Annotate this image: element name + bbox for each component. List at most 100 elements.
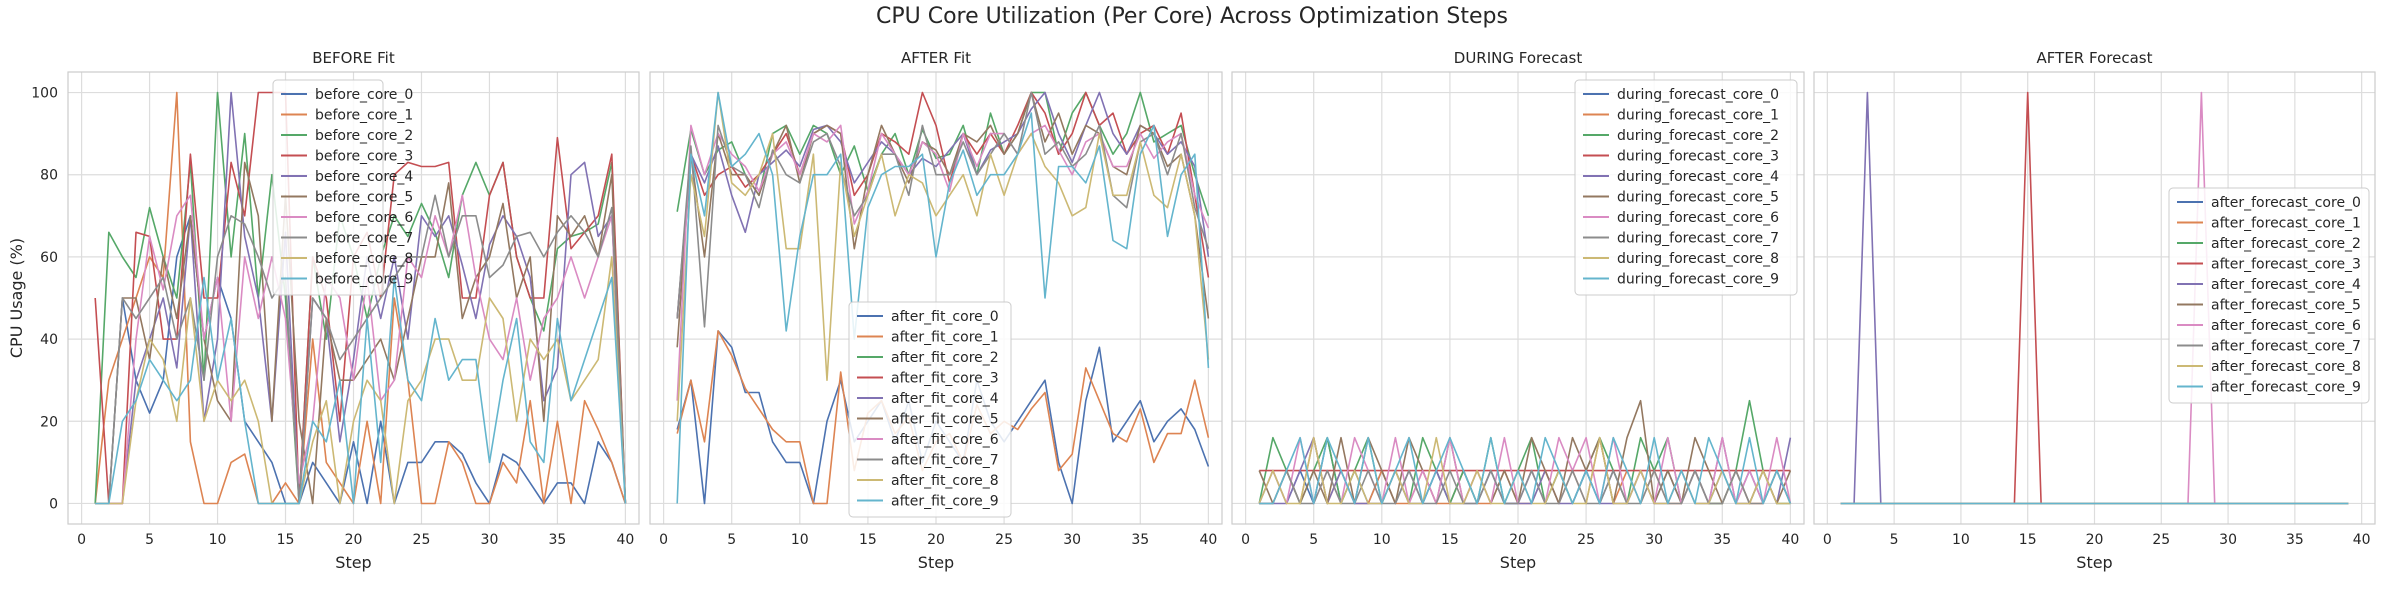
legend-entry: before_core_1 [315,108,413,124]
x-tick-label: 5 [145,532,154,548]
legend-entry: after_fit_core_2 [891,350,999,366]
y-tick-label: 20 [40,414,58,430]
legend: after_fit_core_0 after_fit_core_1 after_fi… [848,301,1012,518]
x-tick-label: 20 [2086,532,2104,548]
legend-entry: during_forecast_core_4 [1617,169,1779,185]
legend-entry: after_fit_core_9 [891,494,999,510]
legend-entry: after_fit_core_0 [891,309,999,325]
x-tick-label: 25 [995,532,1013,548]
legend-entry: after_forecast_core_0 [2211,195,2361,211]
legend-entry: before_core_2 [315,128,413,144]
legend-entry: during_forecast_core_9 [1617,272,1779,288]
x-tick-label: 5 [1890,532,1899,548]
legend-entry: during_forecast_core_5 [1617,190,1779,206]
legend-entry: after_forecast_core_2 [2211,236,2361,252]
x-tick-label: 35 [549,532,567,548]
x-tick-label: 15 [1441,532,1459,548]
legend-entry: after_fit_core_3 [891,371,999,387]
subplot-3: 0 5 10 15 20 25 30 35 40 DURING Forecast Step durin… [1231,49,1805,572]
y-tick-label: 60 [40,250,58,266]
series-line-before_core_5 [95,161,627,505]
legend-entry: after_fit_core_1 [891,330,999,346]
x-axis-label: Step [1500,553,1536,572]
x-tick-label: 0 [1823,532,1832,548]
subplot-2: 0 5 10 15 20 25 30 35 40 AFTER Fit Step after_fit_c… [649,49,1223,572]
x-tick-label: 40 [1781,532,1799,548]
x-tick-label: 40 [2353,532,2371,548]
legend-entry: during_forecast_core_0 [1617,87,1779,103]
subplot-1: 0 5 10 15 20 25 30 35 40 0 20 40 60 80 100 BEFORE Fit St… [7,49,640,572]
plot-frame [67,71,640,525]
x-tick-label: 35 [1131,532,1149,548]
legend-entry: before_core_5 [315,190,413,206]
x-tick-label: 25 [2152,532,2170,548]
y-axis-label: CPU Usage (%) [7,238,26,358]
figure-title: CPU Core Utilization (Per Core) Across O… [876,4,1508,29]
x-tick-label: 40 [1199,532,1217,548]
legend-entry: after_fit_core_4 [891,391,999,407]
y-tick-label: 0 [49,496,58,512]
legend-entry: during_forecast_core_8 [1617,251,1779,267]
legend-box [1574,79,1798,296]
legend-entry: after_forecast_core_4 [2211,277,2361,293]
y-tick-label: 100 [31,86,58,102]
legend-entry: before_core_6 [315,210,413,226]
legend-entry: after_forecast_core_8 [2211,359,2361,375]
legend-entry: after_forecast_core_5 [2211,298,2361,314]
series-line-after_fit_core_7 [676,91,1210,328]
x-tick-label: 25 [1577,532,1595,548]
x-tick-label: 5 [1309,532,1318,548]
x-tick-label: 0 [659,532,668,548]
legend-entry: after_fit_core_6 [891,432,999,448]
x-tick-label: 40 [616,532,634,548]
x-tick-label: 30 [1645,532,1663,548]
legend-entry: during_forecast_core_1 [1617,108,1779,124]
legend-entry: after_fit_core_8 [891,473,999,489]
x-tick-label: 0 [77,532,86,548]
legend-entry: during_forecast_core_3 [1617,149,1779,165]
x-tick-label: 10 [209,532,227,548]
series-line-during_forecast_core_9 [1259,436,1792,505]
subplot-title: AFTER Forecast [2037,49,2153,67]
legend-box [272,79,384,296]
legend-entry: after_forecast_core_7 [2211,339,2361,355]
x-tick-label: 10 [1373,532,1391,548]
x-tick-label: 35 [1713,532,1731,548]
x-axis-label: Step [335,553,371,572]
legend-entry: after_forecast_core_6 [2211,318,2361,334]
x-tick-label: 25 [413,532,431,548]
series-line-after_fit_core_6 [676,124,1210,401]
x-tick-label: 0 [1241,532,1250,548]
legend-entry: before_core_4 [315,169,413,185]
subplot-title: DURING Forecast [1454,49,1583,67]
legend-entry: during_forecast_core_2 [1617,128,1779,144]
x-tick-label: 10 [791,532,809,548]
x-tick-label: 20 [1509,532,1527,548]
legend-entry: after_fit_core_5 [891,412,999,428]
legend: after_forecast_core_0 after_forecast_core… [2168,187,2370,404]
legend-entry: after_fit_core_7 [891,453,999,469]
x-tick-label: 30 [1063,532,1081,548]
x-axis-label: Step [918,553,954,572]
legend-entry: during_forecast_core_7 [1617,231,1779,247]
legend-entry: before_core_0 [315,87,413,103]
legend: before_core_0 before_core_1 before_core_2b… [272,79,413,296]
x-tick-label: 10 [1952,532,1970,548]
subplot-title: BEFORE Fit [312,49,395,67]
x-tick-label: 35 [2286,532,2304,548]
x-tick-label: 15 [277,532,295,548]
x-tick-label: 5 [727,532,736,548]
plot-frame [1231,71,1805,525]
x-tick-label: 15 [2019,532,2037,548]
y-tick-label: 40 [40,332,58,348]
legend-entry: after_forecast_core_3 [2211,257,2361,273]
plot-frame [1813,71,2376,525]
legend-entry: after_forecast_core_9 [2211,380,2361,396]
series-line-before_core_9 [95,276,627,505]
x-tick-label: 15 [859,532,877,548]
x-axis-label: Step [2076,553,2112,572]
y-tick-label: 80 [40,168,58,184]
subplot-title: AFTER Fit [901,49,971,67]
